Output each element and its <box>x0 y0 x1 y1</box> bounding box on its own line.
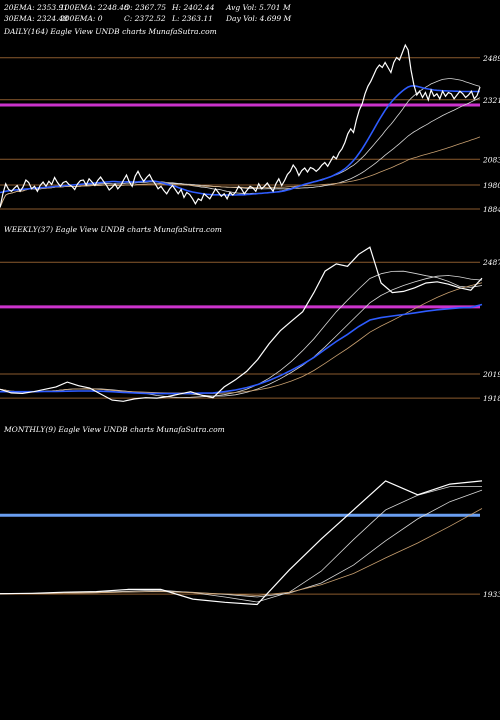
daily-level-label: 2321 <box>482 96 500 105</box>
monthly-ema-slow-line <box>0 489 483 598</box>
monthly-ema-long-line <box>0 508 483 596</box>
weekly-panel-title: WEEKLY(37) Eagle View UNDB charts Munafa… <box>4 225 222 234</box>
header-ema30: 30EMA: 2324.48 <box>4 14 69 23</box>
header-high: H: 2402.44 <box>172 3 215 12</box>
header-low: L: 2363.11 <box>172 14 213 23</box>
daily-level-label: 1884 <box>483 205 500 214</box>
daily-level-label: 2083 <box>482 155 500 164</box>
daily-price-line <box>0 43 481 208</box>
monthly-price-line <box>0 480 483 606</box>
monthly-chart: 1933 <box>0 480 500 606</box>
monthly-ema-mid-line <box>0 486 482 603</box>
weekly-ema-mid-line <box>0 270 483 399</box>
daily-level-label: 1980 <box>483 181 500 190</box>
header-ema200: 200EMA: 0 <box>60 14 103 23</box>
weekly-level-label: 1918 <box>483 394 500 403</box>
header-close: C: 2372.52 <box>124 14 166 23</box>
weekly-price-line <box>0 246 483 402</box>
weekly-ema20-line <box>0 303 483 395</box>
weekly-ema-long-line <box>0 282 483 394</box>
header-open: O: 2367.75 <box>124 3 167 12</box>
monthly-panel-title: MONTHLY(9) Eagle View UNDB charts Munafa… <box>4 425 225 434</box>
header-day-vol: Day Vol: 4.699 M <box>226 14 292 23</box>
monthly-level-label: 1933 <box>483 590 500 599</box>
header-avg-vol: Avg Vol: 5.701 M <box>226 3 291 12</box>
header-ema100: 100EMA: 2248.48 <box>60 3 129 12</box>
weekly-ema-slow-line <box>0 275 483 397</box>
daily-ema-long-line <box>0 136 481 208</box>
daily-ema20-line <box>0 84 480 196</box>
daily-level-label: 2489 <box>482 54 500 63</box>
daily-panel-title: DAILY(164) Eagle View UNDB charts Munafa… <box>4 27 217 36</box>
daily-ema-slow-line <box>0 97 481 208</box>
daily-chart: 2489 2321 2083 1980 1884 <box>0 43 500 214</box>
weekly-level-label: 2487 <box>482 258 500 267</box>
weekly-level-label: 2019 <box>482 370 500 379</box>
header-ema20: 20EMA: 2353.91 <box>4 3 69 12</box>
weekly-chart: 2487 2019 1918 <box>0 246 500 403</box>
